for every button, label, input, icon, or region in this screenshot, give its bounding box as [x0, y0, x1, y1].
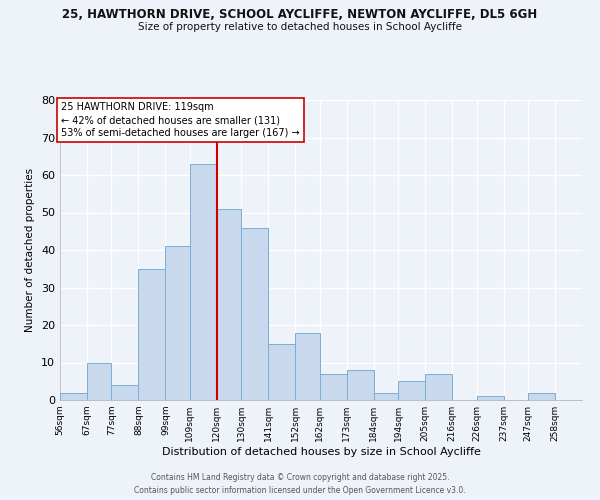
Bar	[476, 396, 503, 400]
Text: 25 HAWTHORN DRIVE: 119sqm
← 42% of detached houses are smaller (131)
53% of semi: 25 HAWTHORN DRIVE: 119sqm ← 42% of detac…	[61, 102, 300, 139]
Bar	[112, 385, 139, 400]
Bar	[268, 344, 295, 400]
Text: Contains HM Land Registry data © Crown copyright and database right 2025.
Contai: Contains HM Land Registry data © Crown c…	[134, 474, 466, 495]
Bar	[60, 392, 87, 400]
Bar	[398, 381, 425, 400]
Bar	[217, 209, 241, 400]
Bar	[87, 362, 112, 400]
Bar	[241, 228, 268, 400]
Bar	[528, 392, 555, 400]
Bar	[139, 269, 166, 400]
Y-axis label: Number of detached properties: Number of detached properties	[25, 168, 35, 332]
Bar	[347, 370, 374, 400]
Bar	[425, 374, 452, 400]
Bar	[320, 374, 347, 400]
Bar	[190, 164, 217, 400]
Bar	[374, 392, 398, 400]
Text: Size of property relative to detached houses in School Aycliffe: Size of property relative to detached ho…	[138, 22, 462, 32]
Bar	[166, 246, 190, 400]
X-axis label: Distribution of detached houses by size in School Aycliffe: Distribution of detached houses by size …	[161, 447, 481, 457]
Bar	[295, 332, 320, 400]
Text: 25, HAWTHORN DRIVE, SCHOOL AYCLIFFE, NEWTON AYCLIFFE, DL5 6GH: 25, HAWTHORN DRIVE, SCHOOL AYCLIFFE, NEW…	[62, 8, 538, 20]
